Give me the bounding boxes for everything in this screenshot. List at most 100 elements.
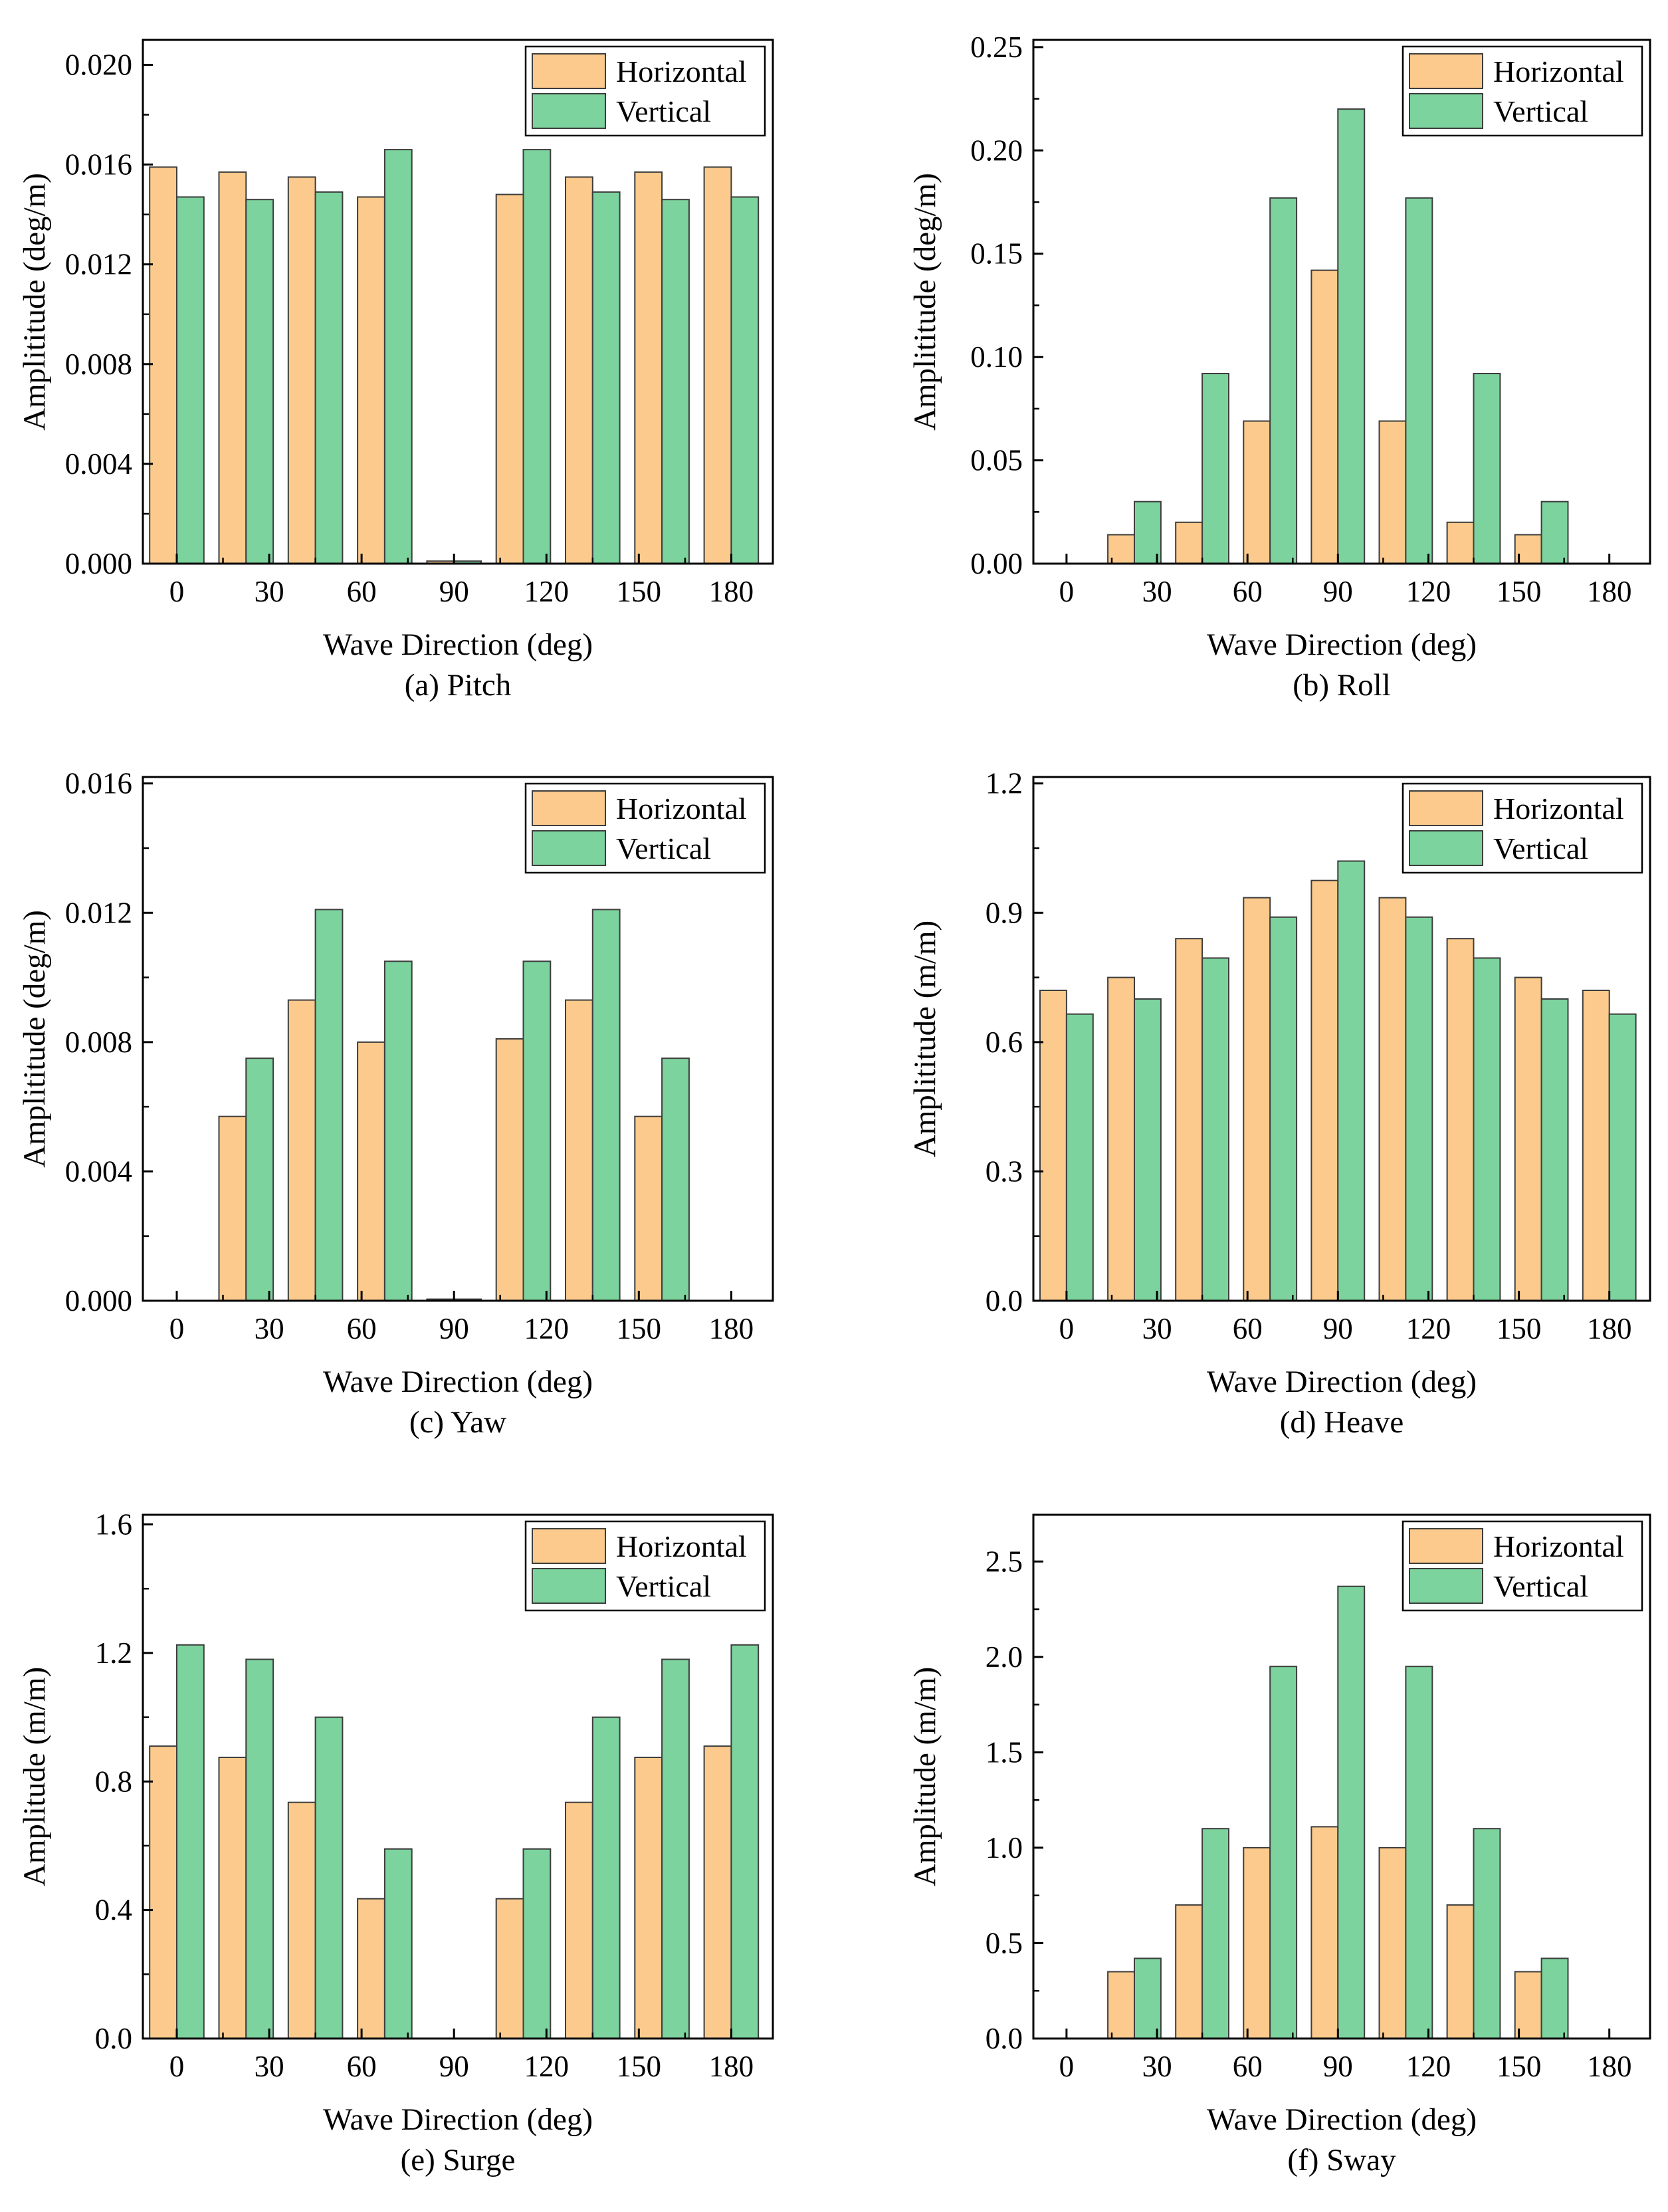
legend-label-horizontal: Horizontal bbox=[616, 792, 747, 826]
legend-label-horizontal: Horizontal bbox=[1493, 792, 1624, 826]
legend-swatch-horizontal bbox=[532, 1528, 606, 1564]
bar-vertical bbox=[1201, 373, 1229, 564]
plot-frame bbox=[1032, 776, 1651, 1302]
x-tick-label: 150 bbox=[617, 2050, 662, 2083]
x-tick-label: 150 bbox=[1497, 1312, 1542, 1345]
bar-vertical bbox=[314, 1716, 344, 2039]
legend: Horizontal Vertical bbox=[1402, 45, 1643, 137]
x-tick-label: 30 bbox=[1142, 575, 1172, 608]
bar-vertical bbox=[1134, 998, 1162, 1301]
bar-horizontal bbox=[495, 1038, 524, 1301]
legend-swatch-vertical bbox=[532, 830, 606, 866]
bar-horizontal bbox=[149, 1745, 177, 2039]
plot-frame bbox=[142, 1513, 774, 2040]
legend-swatch-horizontal bbox=[1409, 1528, 1483, 1564]
bar-horizontal bbox=[1378, 420, 1407, 564]
bar-horizontal bbox=[357, 196, 385, 564]
caption: (d) Heave bbox=[1280, 1405, 1404, 1440]
x-tick-label: 60 bbox=[347, 575, 377, 608]
bar-horizontal bbox=[287, 999, 316, 1301]
legend-label-horizontal: Horizontal bbox=[1493, 55, 1624, 88]
bar-vertical bbox=[661, 199, 690, 564]
chart-svg: 0.0 0.5 1.0 1.5 2.0 2.5 0 30 60 90 120 150 180 Wave D… bbox=[908, 1513, 1651, 2177]
bar-vertical bbox=[1269, 1666, 1298, 2039]
x-axis-label: Wave Direction (deg) bbox=[1207, 1365, 1477, 1399]
caption: (a) Pitch bbox=[405, 668, 512, 703]
plot-frame bbox=[142, 776, 774, 1302]
bar-horizontal bbox=[703, 1745, 732, 2039]
bar-vertical bbox=[1608, 1013, 1637, 1301]
y-tick-label: 1.6 bbox=[95, 1508, 132, 1541]
y-tick-label: 0.000 bbox=[65, 1284, 132, 1317]
legend-swatch-horizontal bbox=[532, 790, 606, 826]
bar-vertical bbox=[1540, 1957, 1569, 2040]
y-tick-label: 0.0 bbox=[986, 2022, 1023, 2055]
x-tick-label: 180 bbox=[1587, 575, 1632, 608]
x-tick-label: 120 bbox=[524, 2050, 570, 2083]
x-tick-label: 60 bbox=[1233, 1312, 1263, 1345]
bar-vertical bbox=[176, 1644, 205, 2040]
bar-vertical bbox=[1337, 1585, 1366, 2039]
bar-horizontal bbox=[1582, 990, 1610, 1301]
x-axis-label: Wave Direction (deg) bbox=[1207, 2102, 1477, 2137]
legend-swatch-vertical bbox=[1409, 830, 1483, 866]
legend-swatch-horizontal bbox=[1409, 790, 1483, 826]
x-tick-label: 120 bbox=[1406, 575, 1451, 608]
bar-horizontal bbox=[1243, 1846, 1271, 2040]
caption: (b) Roll bbox=[1293, 668, 1391, 703]
bar-vertical bbox=[522, 960, 552, 1301]
x-tick-label: 180 bbox=[709, 1312, 754, 1345]
bar-horizontal bbox=[1175, 521, 1203, 564]
bar-horizontal bbox=[565, 1801, 593, 2039]
x-tick-label: 0 bbox=[1059, 2050, 1075, 2083]
x-tick-label: 30 bbox=[1142, 1312, 1172, 1345]
bar-vertical bbox=[1337, 108, 1366, 565]
bar-vertical bbox=[730, 1644, 760, 2040]
bar-horizontal bbox=[1378, 897, 1407, 1302]
legend-swatch-vertical bbox=[532, 93, 606, 129]
y-axis-label: Amplitude (m/m) bbox=[17, 1667, 52, 1886]
bar-horizontal bbox=[1039, 990, 1067, 1301]
bar-vertical bbox=[383, 149, 413, 565]
x-tick-label: 120 bbox=[524, 1312, 570, 1345]
bar-vertical bbox=[383, 960, 413, 1301]
y-tick-label: 0.012 bbox=[65, 896, 132, 929]
y-tick-label: 0.004 bbox=[65, 447, 132, 481]
y-tick-label: 0.0 bbox=[986, 1284, 1023, 1317]
legend-label-vertical: Vertical bbox=[1493, 94, 1588, 128]
bar-horizontal bbox=[218, 1115, 247, 1301]
legend: Horizontal Vertical bbox=[524, 45, 766, 137]
bar-horizontal bbox=[218, 171, 247, 564]
x-tick-label: 30 bbox=[255, 1312, 284, 1345]
x-tick-label: 30 bbox=[1142, 2050, 1172, 2083]
legend-label-vertical: Vertical bbox=[1493, 1569, 1588, 1603]
bar-vertical bbox=[245, 1658, 274, 2039]
x-tick-label: 180 bbox=[1587, 1312, 1632, 1345]
bar-vertical bbox=[245, 1057, 274, 1301]
bar-horizontal bbox=[1175, 1904, 1203, 2039]
plot-frame bbox=[142, 39, 774, 565]
y-tick-label: 0.4 bbox=[95, 1894, 132, 1927]
chart-surge: 0.0 0.4 0.8 1.2 1.6 0 30 60 90 120 150 180 Wave Dire… bbox=[0, 1475, 834, 2212]
y-tick-label: 0.6 bbox=[986, 1026, 1023, 1059]
chart-svg: 0.0 0.3 0.6 0.9 1.2 0 30 60 90 120 150 180 Wave Dire… bbox=[908, 767, 1651, 1440]
bar-vertical bbox=[1337, 860, 1366, 1301]
caption: (c) Yaw bbox=[409, 1405, 506, 1440]
bar-horizontal bbox=[495, 193, 524, 565]
bar-vertical bbox=[522, 149, 552, 565]
bar-horizontal bbox=[1243, 420, 1271, 564]
x-axis-label: Wave Direction (deg) bbox=[323, 627, 593, 662]
bar-vertical bbox=[522, 1848, 552, 2039]
chart-heave: 0.0 0.3 0.6 0.9 1.2 0 30 60 90 120 150 180 Wave Dire… bbox=[834, 737, 1668, 1475]
chart-svg: 0.0 0.4 0.8 1.2 1.6 0 30 60 90 120 150 180 Wave Dire… bbox=[17, 1508, 774, 2177]
y-tick-label: 1.5 bbox=[986, 1735, 1023, 1769]
bar-vertical bbox=[176, 196, 205, 564]
y-tick-label: 1.2 bbox=[95, 1636, 132, 1670]
x-tick-label: 30 bbox=[255, 575, 284, 608]
y-tick-label: 0.05 bbox=[970, 444, 1023, 477]
bar-horizontal bbox=[1446, 521, 1475, 564]
y-tick-label: 0.9 bbox=[986, 896, 1023, 929]
legend-swatch-vertical bbox=[1409, 93, 1483, 129]
chart-pitch: 0.000 0.004 0.008 0.012 0.016 0.020 0 30 60 90 120… bbox=[0, 0, 834, 737]
y-tick-label: 0.8 bbox=[95, 1765, 132, 1798]
